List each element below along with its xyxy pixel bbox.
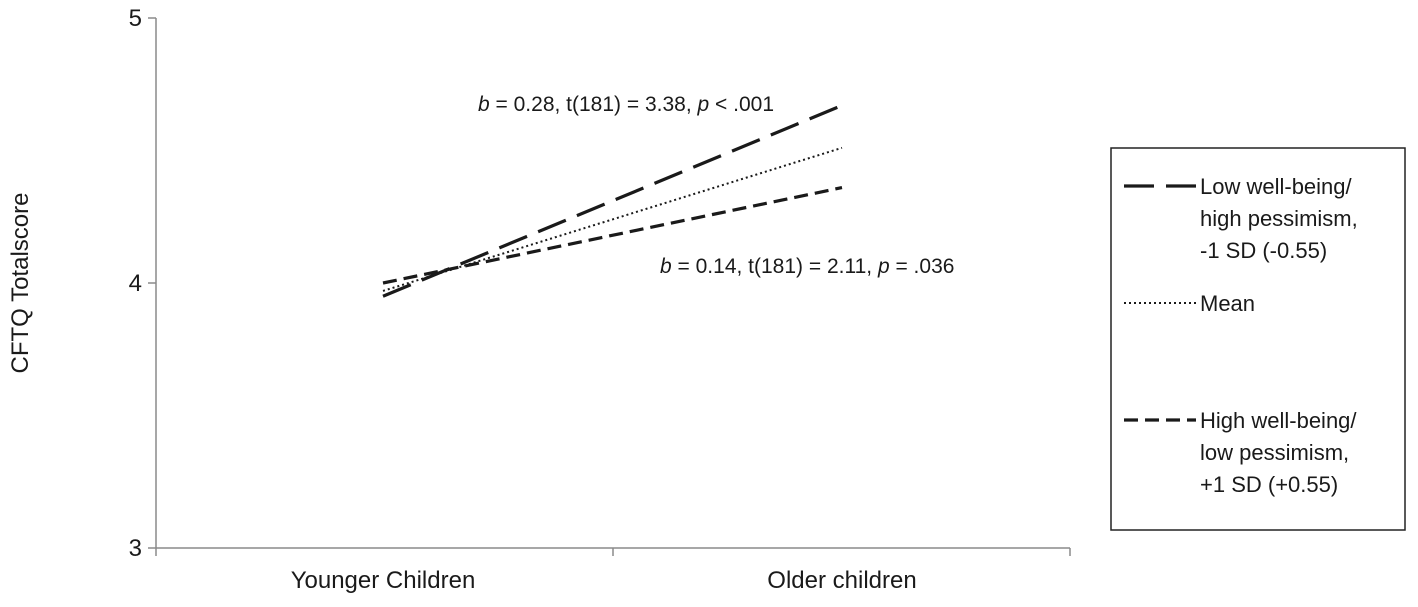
- y-tick-label: 5: [129, 5, 142, 32]
- stat-annotation: b = 0.28, t(181) = 3.38, p < .001: [478, 93, 774, 116]
- y-tick-label: 4: [129, 270, 142, 297]
- stat-annotation: b = 0.14, t(181) = 2.11, p = .036: [660, 255, 954, 278]
- annotation-layer: b = 0.28, t(181) = 3.38, p < .001 b = 0.1…: [478, 93, 954, 278]
- series-line-2: [382, 186, 843, 285]
- x-tick-label: Younger Children: [291, 567, 476, 594]
- legend-label-0: Low well-being/high pessimism, -1 SD (-0.…: [1200, 174, 1358, 263]
- legend-label-1: Mean: [1200, 291, 1255, 316]
- legend: Low well-being/high pessimism, -1 SD (-0.…: [1110, 147, 1406, 531]
- x-tick-label: Older children: [767, 567, 916, 594]
- y-tick-label: 3: [129, 535, 142, 562]
- series-layer: [382, 103, 843, 298]
- legend-box: [1110, 147, 1406, 531]
- series-line-1: [382, 146, 843, 292]
- legend-label-2: High well-being/low pessimism, +1 SD (+0.…: [1200, 408, 1357, 497]
- y-axis-title: CFTQ Totalscore: [7, 193, 34, 374]
- axes: 3 4 5 Younger Children Older children CFTQ To…: [7, 5, 1071, 594]
